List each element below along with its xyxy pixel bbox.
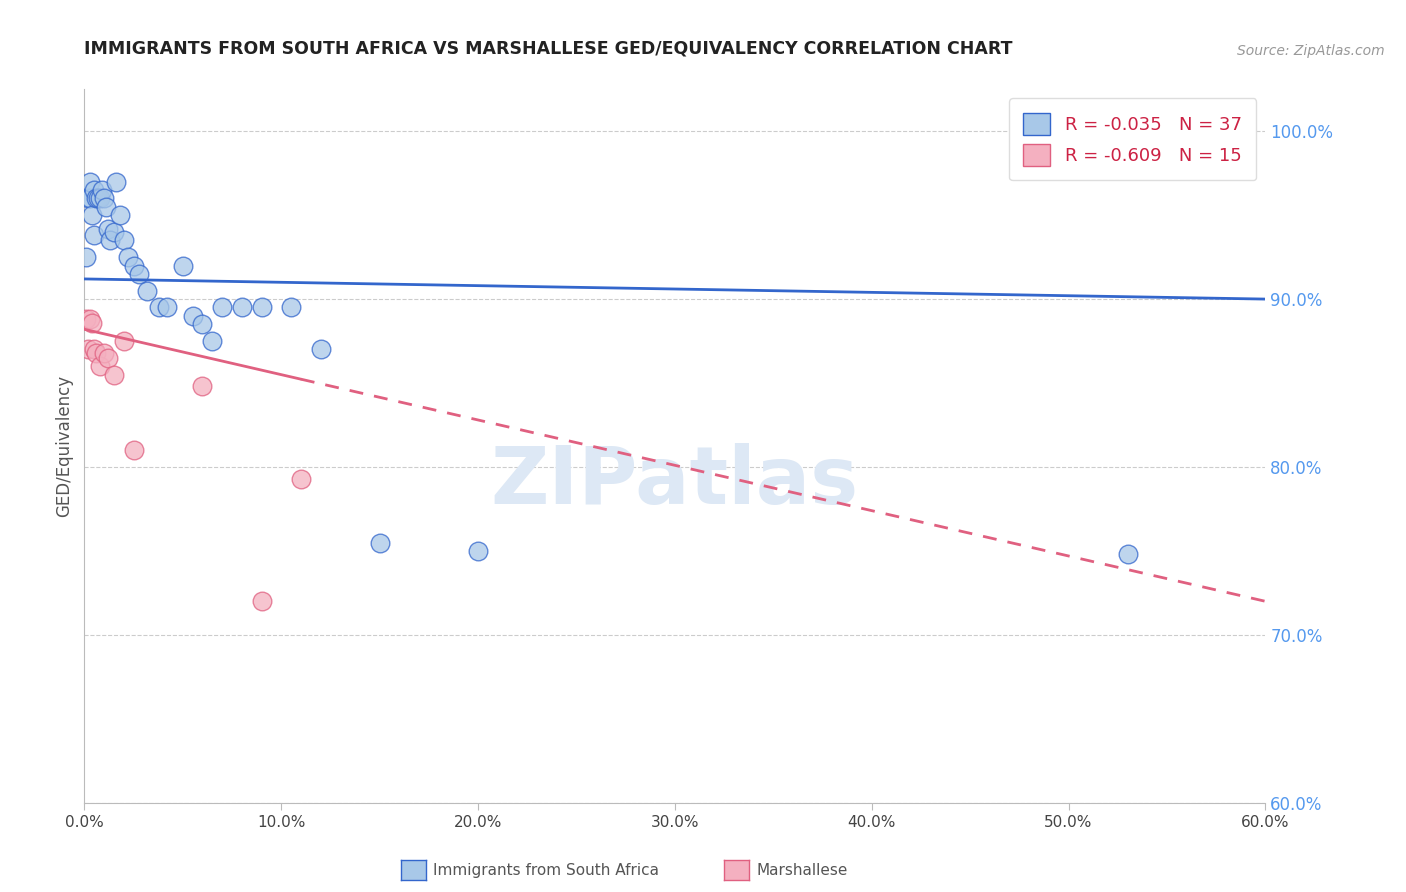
Point bbox=[77, 343, 100, 357]
Point bbox=[89, 191, 111, 205]
Point bbox=[79, 312, 101, 326]
Point bbox=[84, 346, 107, 360]
Point bbox=[128, 267, 150, 281]
Point bbox=[94, 200, 117, 214]
Point bbox=[112, 334, 135, 348]
Text: Source: ZipAtlas.com: Source: ZipAtlas.com bbox=[1237, 44, 1385, 58]
Point bbox=[156, 301, 179, 315]
Point bbox=[467, 544, 489, 558]
Point bbox=[87, 191, 110, 205]
Y-axis label: GED/Equivalency: GED/Equivalency bbox=[55, 375, 73, 517]
Point bbox=[103, 368, 125, 382]
Point bbox=[122, 443, 145, 458]
Point bbox=[79, 191, 101, 205]
Legend: R = -0.035   N = 37, R = -0.609   N = 15: R = -0.035 N = 37, R = -0.609 N = 15 bbox=[1010, 98, 1257, 180]
Point bbox=[280, 301, 302, 315]
Point bbox=[112, 233, 135, 247]
Point bbox=[97, 221, 120, 235]
Point bbox=[104, 175, 127, 189]
Point bbox=[231, 301, 253, 315]
Point bbox=[75, 250, 97, 264]
Point bbox=[148, 301, 170, 315]
Point bbox=[79, 175, 101, 189]
Point bbox=[77, 191, 100, 205]
Point bbox=[117, 250, 139, 264]
Point bbox=[93, 346, 115, 360]
Point bbox=[91, 183, 114, 197]
Point bbox=[250, 301, 273, 315]
Point bbox=[1116, 547, 1139, 561]
Point bbox=[97, 351, 120, 365]
Point bbox=[122, 259, 145, 273]
Point bbox=[181, 309, 204, 323]
Point bbox=[82, 208, 104, 222]
Point bbox=[172, 259, 194, 273]
Point bbox=[75, 312, 97, 326]
Point bbox=[136, 284, 159, 298]
Point bbox=[103, 225, 125, 239]
Text: ZIPatlas: ZIPatlas bbox=[491, 442, 859, 521]
Point bbox=[309, 343, 332, 357]
Point bbox=[83, 228, 105, 243]
Point bbox=[368, 535, 391, 549]
Point bbox=[290, 472, 312, 486]
Point bbox=[211, 301, 233, 315]
Point bbox=[250, 594, 273, 608]
Point bbox=[201, 334, 224, 348]
Point bbox=[108, 208, 131, 222]
Point bbox=[191, 318, 214, 332]
Point bbox=[83, 183, 105, 197]
Text: IMMIGRANTS FROM SOUTH AFRICA VS MARSHALLESE GED/EQUIVALENCY CORRELATION CHART: IMMIGRANTS FROM SOUTH AFRICA VS MARSHALL… bbox=[84, 40, 1012, 58]
Point bbox=[83, 343, 105, 357]
Point bbox=[84, 191, 107, 205]
Point bbox=[191, 379, 214, 393]
Point bbox=[93, 191, 115, 205]
Point bbox=[82, 316, 104, 330]
Text: Marshallese: Marshallese bbox=[756, 863, 848, 878]
Text: Immigrants from South Africa: Immigrants from South Africa bbox=[433, 863, 659, 878]
Point bbox=[89, 359, 111, 374]
Point bbox=[98, 233, 121, 247]
